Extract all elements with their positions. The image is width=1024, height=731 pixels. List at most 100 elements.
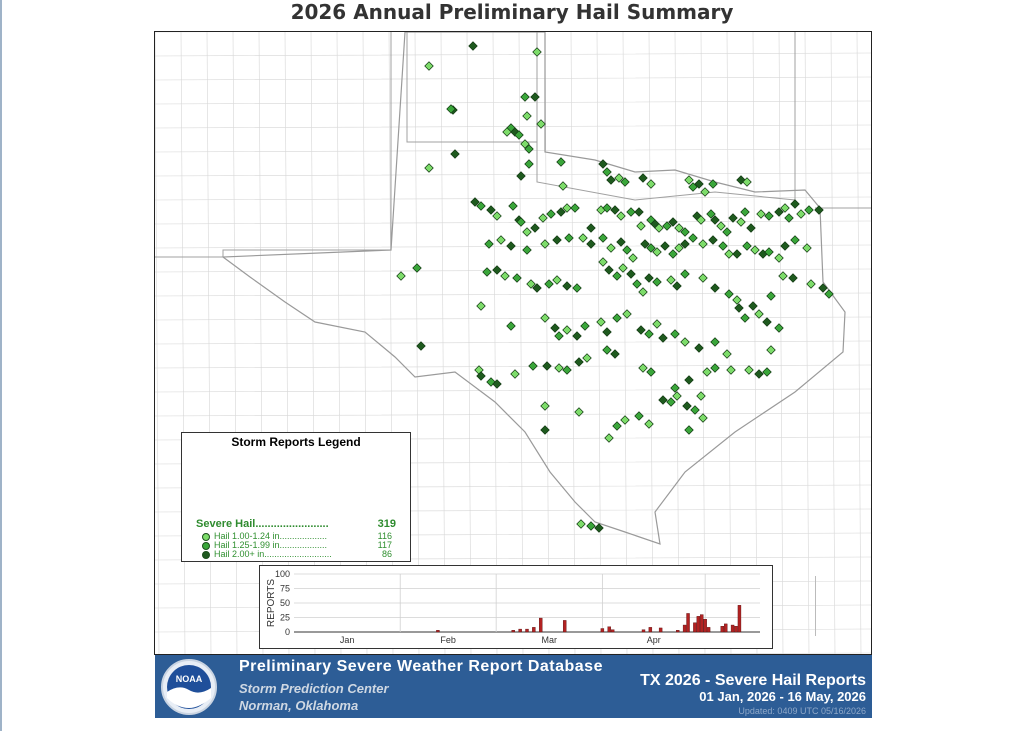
hail-report-marker [774,207,784,217]
hail-report-marker [492,211,502,221]
hail-report-marker [698,413,708,423]
hail-report-marker [424,163,434,173]
hail-report-marker [482,267,492,277]
hail-report-marker [562,325,572,335]
hail-report-marker [740,313,750,323]
hail-report-marker [450,149,460,159]
hail-report-marker [598,233,608,243]
updated-timestamp: Updated: 0409 UTC 05/16/2026 [738,706,866,716]
legend-row-medium: Hail 1.25-1.99 in................... 117 [202,540,392,550]
hail-report-marker [762,367,772,377]
hail-report-marker [484,239,494,249]
hail-report-marker [698,239,708,249]
hail-report-marker [756,209,766,219]
hail-report-marker [750,245,760,255]
hail-report-marker [634,207,644,217]
hail-report-marker [576,519,586,529]
hail-report-marker [636,325,646,335]
chart-bar [607,626,611,633]
hail-report-marker [684,175,694,185]
hail-report-marker [620,415,630,425]
hail-report-marker [708,235,718,245]
hail-report-marker [424,61,434,71]
chart-bar [734,626,738,633]
chart-bar [676,630,680,633]
hail-report-marker [522,245,532,255]
hail-report-marker [528,361,538,371]
hail-report-marker [572,331,582,341]
hail-report-marker [542,361,552,371]
hail-report-marker [802,243,812,253]
chart-bar [518,628,522,633]
hail-report-marker [814,205,824,215]
x-tick-label: Mar [542,635,558,645]
hail-report-marker [540,313,550,323]
medium-hail-icon [202,541,210,550]
legend-row-label: Hail 1.00-1.24 in................... [214,531,328,541]
chart-bar [682,624,687,633]
hail-report-marker [412,263,422,273]
hail-report-marker [636,221,646,231]
hail-report-marker [476,301,486,311]
hail-report-marker [612,421,622,431]
county-lines [155,32,871,654]
hail-report-marker [672,391,682,401]
hail-report-marker [522,227,532,237]
hail-report-marker [744,365,754,375]
hail-report-marker [594,523,604,533]
hail-report-marker [766,345,776,355]
hail-report-marker [644,273,654,283]
hail-report-marker [696,391,706,401]
page-title: 2026 Annual Preliminary Hail Summary [290,0,734,24]
hail-report-marker [606,243,616,253]
chart-bar [658,627,663,633]
hail-report-marker [700,187,710,197]
chart-bar [539,617,543,633]
hail-report-marker [626,269,636,279]
hail-report-marker [586,223,596,233]
hail-report-marker [540,401,550,411]
hail-report-marker [546,209,556,219]
hail-report-marker [666,397,676,407]
hail-report-marker [486,205,496,215]
chart-bar [706,627,711,633]
y-tick-label: 0 [285,627,290,637]
hail-report-marker [818,283,828,293]
hail-report-marker [572,283,582,293]
hail-report-marker [780,241,790,251]
hail-report-marker [646,367,656,377]
hail-report-marker [516,171,526,181]
hail-report-marker [722,349,732,359]
hail-report-marker [732,249,742,259]
chart-bar [562,620,567,633]
chart-bar [737,605,742,633]
hail-report-marker [724,289,734,299]
hail-report-marker [660,241,670,251]
hail-report-marker [754,309,764,319]
hail-report-marker [538,213,548,223]
hail-report-marker [708,179,718,189]
y-tick-label: 25 [280,613,290,623]
hail-report-marker [446,104,456,114]
hail-report-marker [670,383,680,393]
hail-report-marker [574,357,584,367]
report-title: TX 2026 - Severe Hail Reports [640,672,866,689]
hail-report-marker [670,329,680,339]
hail-report-marker [562,365,572,375]
legend-total-label: Severe Hail........................ [196,518,329,530]
hail-report-marker [710,215,720,225]
hail-report-marker [638,173,648,183]
hail-report-marker [552,275,562,285]
footer-banner: NOAA Preliminary Severe Weather Report D… [155,655,872,718]
hail-report-marker [598,257,608,267]
hail-report-marker [702,367,712,377]
hail-report-marker [496,235,506,245]
hail-report-marker [512,273,522,283]
hail-report-marker [492,265,502,275]
small-hail-icon [202,532,210,541]
hail-report-marker [558,181,568,191]
legend-row-count: 117 [377,540,392,550]
hail-report-marker [616,211,626,221]
hail-report-marker [778,271,788,281]
hail-report-marker [666,275,676,285]
